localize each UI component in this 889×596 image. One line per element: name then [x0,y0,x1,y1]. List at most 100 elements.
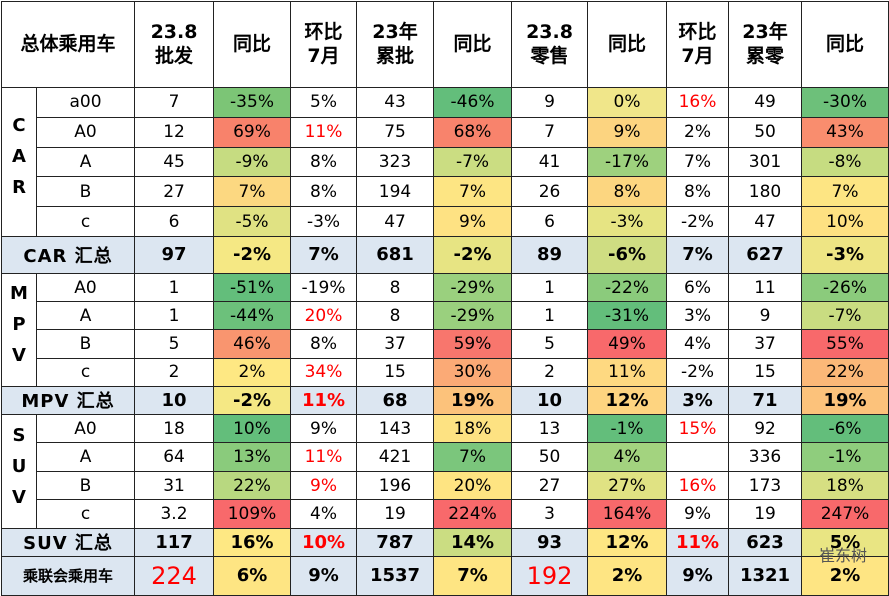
value-cell: 27 [134,176,215,208]
value-cell: 8 [356,272,435,303]
value-cell: 2% [666,116,730,148]
header-cell: 总体乘用车 [0,1,136,88]
value-cell: 69% [213,116,292,148]
value-cell: -7% [433,146,513,178]
value-cell: 6 [511,206,589,237]
row-label: A [35,301,136,331]
value-cell: 6 [134,206,215,237]
value-cell: 109% [213,499,292,529]
row-label: A [35,442,136,472]
value-cell: -26% [801,272,889,303]
total-label: SUV 汇总 [0,527,136,557]
value-cell: 5 [511,329,589,359]
value-cell: 31 [134,470,215,501]
row-label: B [35,470,136,501]
value-cell: 68% [433,116,513,148]
value-cell: -2% [666,206,730,237]
data-row: c 3.2 109% 4% 19 224% 3 164% 9% 19 247% [2,499,889,529]
header-cell: 23年 累批 [356,1,435,88]
row-label: c [35,357,136,387]
value-cell: 43% [801,116,889,148]
value-cell: 34% [290,357,358,387]
value-cell: 9 [511,87,589,118]
value-cell: 15% [666,413,730,444]
value-cell: 7% [213,176,292,208]
value-cell: 2% [801,555,889,596]
total-label: MPV 汇总 [0,385,136,415]
value-cell: 19 [356,499,435,529]
value-cell: 10% [801,206,889,237]
row-label: c [35,499,136,529]
header-cell: 23.8 零售 [511,1,589,88]
value-cell: 97 [134,235,215,274]
value-cell: 9 [728,301,803,331]
header-cell: 环比 7月 [666,1,730,88]
value-cell: 20% [290,301,358,331]
value-cell: 15 [728,357,803,387]
value-cell: -29% [433,301,513,331]
value-cell: 627 [728,235,803,274]
value-cell: 421 [356,442,435,472]
value-cell: 1537 [356,555,435,596]
header-row: 总体乘用车 23.8 批发 同比 环比 7月 23年 累批 同比 23.8 零售 同比 环比 7… [0,1,889,88]
value-cell: 224% [433,499,513,529]
value-cell: 3% [666,385,730,415]
total-row: CAR 汇总 97 -2% 7% 681 -2% 89 -6% 7% 627 -3% [0,235,889,274]
data-row: c 6 -5% -3% 47 9% 6 -3% -2% 47 10% [2,206,889,237]
value-cell: 164% [587,499,668,529]
value-cell: 9% [290,555,358,596]
value-cell: -29% [433,272,513,303]
group-label: SUV [1,413,37,529]
row-label: a00 [35,87,136,118]
value-cell: 3 [511,499,589,529]
value-cell: -44% [213,301,292,331]
value-cell: 173 [728,470,803,501]
value-cell: 10 [134,385,215,415]
value-cell: -35% [213,87,292,118]
value-cell: 11% [290,442,358,472]
value-cell: 2 [511,357,589,387]
value-cell: 49 [728,87,803,118]
value-cell: -30% [801,87,889,118]
value-cell: 75 [356,116,435,148]
value-cell: 7% [801,176,889,208]
value-cell: -51% [213,272,292,303]
value-cell: -2% [433,235,513,274]
value-cell: 9% [587,116,668,148]
header-cell: 同比 [433,1,513,88]
value-cell: 2 [134,357,215,387]
value-cell: 1 [511,301,589,331]
value-cell: -8% [801,146,889,178]
value-cell: 9% [290,413,358,444]
value-cell: 47 [356,206,435,237]
value-cell: 37 [356,329,435,359]
grand-total-row: 乘联会乘用车 224 6% 9% 1537 7% 192 2% 9% 1321 2% [0,555,889,596]
value-cell: -22% [587,272,668,303]
value-cell: 9% [666,555,730,596]
value-cell: 18 [134,413,215,444]
value-cell: 30% [433,357,513,387]
data-row: B 31 22% 9% 196 20% 27 27% 16% 173 18% [2,470,889,501]
value-cell: 12% [587,527,668,557]
value-cell: 12% [587,385,668,415]
data-row: MPV A0 1 -51% -19% 8 -29% 1 -22% 6% 11 -26% [1,272,889,387]
value-cell: 7 [511,116,589,148]
value-cell: 8% [587,176,668,208]
value-cell: 3% [666,301,730,331]
value-cell: 196 [356,470,435,501]
value-cell: 4% [290,499,358,529]
value-cell: 8% [290,176,358,208]
value-cell: 9% [433,206,513,237]
value-cell: 4% [587,442,668,472]
value-cell: 194 [356,176,435,208]
value-cell: 7% [433,442,513,472]
value-cell: 11% [290,385,358,415]
row-label: B [35,176,136,208]
header-cell: 同比 [587,1,668,88]
value-cell: 19% [433,385,513,415]
value-cell: -6% [587,235,668,274]
value-cell: 1 [134,301,215,331]
value-cell: 623 [728,527,803,557]
group-label: MPV [1,272,37,387]
